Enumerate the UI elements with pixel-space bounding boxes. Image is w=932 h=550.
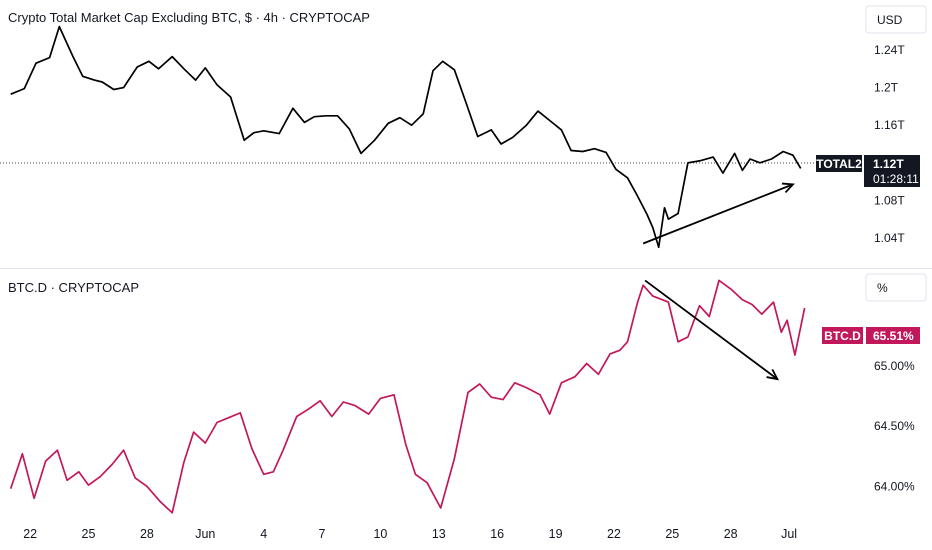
total2-y-tick-label: 1.16T xyxy=(874,118,905,132)
btcd-last-label-text: BTC.D xyxy=(824,329,861,343)
total2-pane: Crypto Total Market Cap Excluding BTC, $… xyxy=(0,5,927,249)
total2-last-label-tag: TOTAL2 xyxy=(816,155,862,172)
btcd-y-axis: 65.00% 64.50% 64.00% xyxy=(874,359,915,493)
btcd-unit-label: % xyxy=(877,281,888,295)
x-tick-label: 28 xyxy=(724,527,738,541)
total2-last-label-text: TOTAL2 xyxy=(816,157,862,171)
total2-unit-label: USD xyxy=(877,13,903,27)
total2-y-axis: 1.24T 1.2T 1.16T 1.08T 1.04T xyxy=(874,43,905,245)
total2-arrow-head xyxy=(781,182,795,194)
time-axis[interactable]: 22 25 28 Jun 4 7 10 13 16 19 22 25 28 Jul xyxy=(23,527,797,541)
btcd-trend-arrow xyxy=(644,279,780,381)
btcd-last-label-tag: BTC.D xyxy=(822,327,863,344)
x-tick-label: 19 xyxy=(549,527,563,541)
total2-countdown-text: 01:28:11 xyxy=(873,172,919,186)
x-tick-label: 13 xyxy=(432,527,446,541)
total2-y-tick-label: 1.24T xyxy=(874,43,905,57)
x-tick-label: 10 xyxy=(373,527,387,541)
x-tick-label: 25 xyxy=(665,527,679,541)
total2-y-tick-label: 1.08T xyxy=(874,193,905,207)
btcd-unit-button[interactable]: % xyxy=(865,273,927,302)
x-tick-label: Jul xyxy=(781,527,797,541)
btcd-y-tick-label: 64.00% xyxy=(874,479,915,493)
total2-unit-button[interactable]: USD xyxy=(865,5,927,34)
x-tick-label: 4 xyxy=(260,527,267,541)
x-tick-label: Jun xyxy=(195,527,215,541)
total2-y-tick-label: 1.2T xyxy=(874,81,899,95)
btcd-line xyxy=(9,279,806,514)
btcd-arrow-head xyxy=(766,368,780,381)
total2-last-value-text: 1.12T xyxy=(873,157,904,171)
total2-title: Crypto Total Market Cap Excluding BTC, $… xyxy=(8,10,370,25)
total2-trend-arrow xyxy=(642,182,795,245)
btcd-last-value-tag: 65.51% xyxy=(866,327,920,344)
x-tick-label: 22 xyxy=(23,527,37,541)
total2-line xyxy=(10,25,802,249)
btcd-pane: BTC.D · CRYPTOCAP % 65.00% 64.50% 64.00% B… xyxy=(8,273,927,514)
total2-last-value-tag: 1.12T 01:28:11 xyxy=(864,155,920,187)
x-tick-label: 22 xyxy=(607,527,621,541)
btcd-last-value-text: 65.51% xyxy=(873,329,914,343)
total2-arrow-shaft xyxy=(642,183,794,245)
x-tick-label: 25 xyxy=(82,527,96,541)
x-tick-label: 7 xyxy=(319,527,326,541)
x-tick-label: 16 xyxy=(490,527,504,541)
btcd-y-tick-label: 65.00% xyxy=(874,359,915,373)
btcd-title: BTC.D · CRYPTOCAP xyxy=(8,280,139,295)
x-tick-label: 28 xyxy=(140,527,154,541)
btcd-y-tick-label: 64.50% xyxy=(874,419,915,433)
btcd-arrow-shaft xyxy=(644,279,778,380)
total2-y-tick-label: 1.04T xyxy=(874,231,905,245)
